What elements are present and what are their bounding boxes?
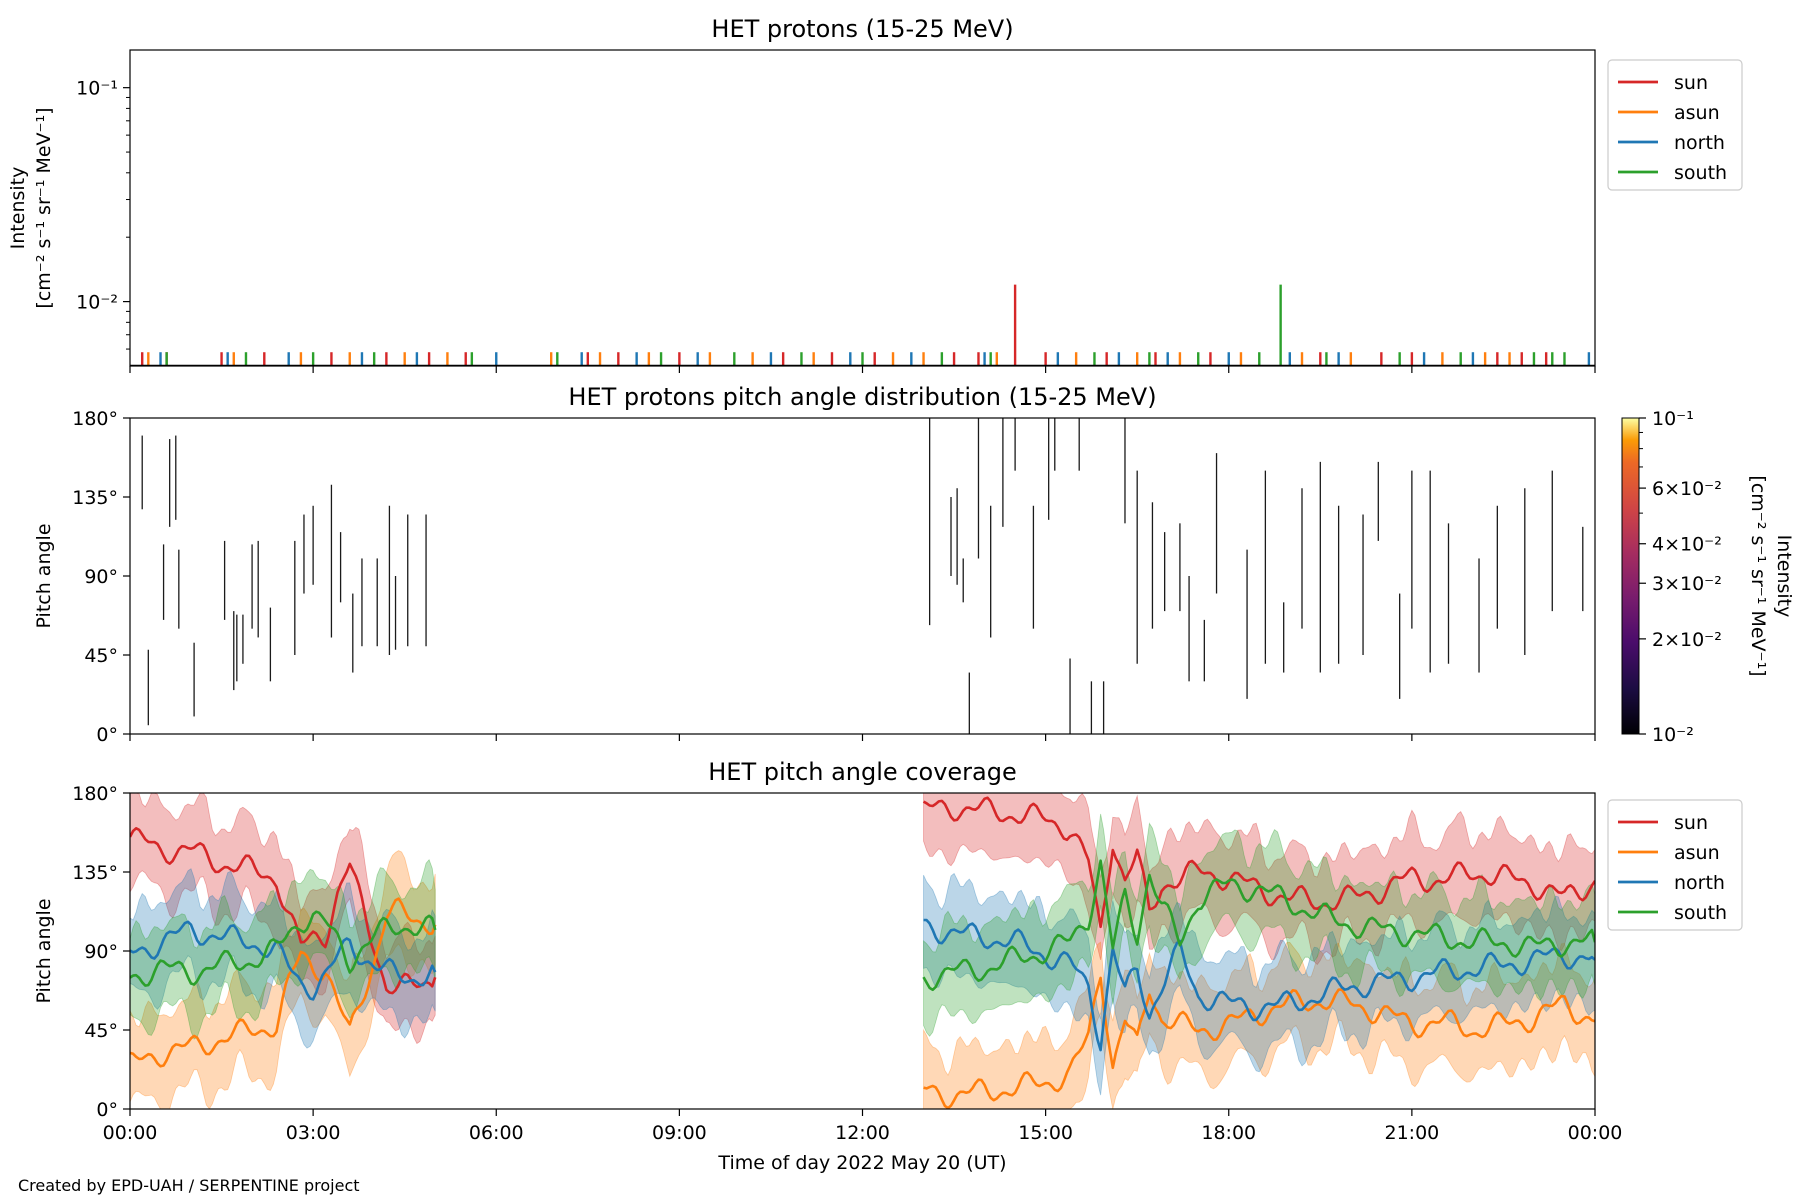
intensity-panel-title: HET protons (15-25 MeV) — [711, 15, 1013, 43]
pad-plot-area — [141, 418, 1584, 734]
legend-label-asun: asun — [1674, 102, 1720, 124]
xtick-label: 18:00 — [1201, 1122, 1256, 1144]
coverage-ylabel: Pitch angle — [33, 898, 55, 1003]
coverage-ytick-label: 135° — [72, 862, 118, 884]
intensity-ylabel-line2: [cm⁻² s⁻¹ sr⁻¹ MeV⁻¹] — [33, 107, 55, 308]
coverage-legend: sun asun north south — [1607, 799, 1743, 931]
colorbar-tick-label: 2×10⁻² — [1652, 629, 1722, 651]
coverage-ytick-label: 0° — [96, 1099, 118, 1121]
xtick-label: 00:00 — [103, 1122, 158, 1144]
coverage-ytick-label: 180° — [72, 783, 118, 805]
intensity-panel: HET protons (15-25 MeV) 10⁻¹ 10⁻² Intensi… — [7, 15, 1743, 373]
colorbar-tick-label: 3×10⁻² — [1652, 573, 1722, 595]
legend-label-north: north — [1674, 872, 1725, 894]
colorbar-tick-label: 4×10⁻² — [1652, 534, 1722, 556]
intensity-legend: sun asun north south — [1607, 59, 1743, 191]
coverage-line-south — [922, 859, 1595, 992]
intensity-plot-area — [130, 284, 1595, 366]
legend-label-south: south — [1674, 162, 1727, 184]
legend-label-north: north — [1674, 132, 1725, 154]
intensity-axes: 10⁻¹ 10⁻² — [76, 78, 1596, 373]
coverage-axes: 0° 45° 90° 135° 180° 00:00 03:00 06:00 09:00 12:0… — [72, 783, 1622, 1144]
xtick-label: 15:00 — [1018, 1122, 1073, 1144]
xtick-label: 00:00 — [1568, 1122, 1623, 1144]
colorbar-tick-label: 10⁻¹ — [1652, 408, 1694, 430]
xtick-label: 09:00 — [652, 1122, 707, 1144]
intensity-ytick-label: 10⁻¹ — [76, 78, 118, 100]
coverage-panel: HET pitch angle coverage 0° 45° 90° 135° 180… — [33, 758, 1743, 1174]
pad-ytick-label: 90° — [84, 566, 118, 588]
xtick-label: 06:00 — [469, 1122, 524, 1144]
colorbar-label-line1: Intensity — [1773, 535, 1795, 618]
coverage-line-south — [130, 910, 437, 987]
coverage-band-south — [923, 813, 1595, 1037]
intensity-axes-frame — [129, 49, 1596, 367]
coverage-line-north — [130, 920, 437, 1001]
legend-box — [1607, 799, 1743, 931]
pad-axes: 0° 45° 90° 135° 180° — [72, 408, 1596, 746]
pad-panel: HET protons pitch angle distribution (15… — [33, 383, 1795, 746]
coverage-ytick-label: 90° — [84, 941, 118, 963]
pad-panel-title: HET protons pitch angle distribution (15… — [568, 383, 1156, 411]
coverage-band-asun — [923, 941, 1595, 1109]
coverage-band-north — [923, 872, 1595, 1096]
colorbar — [1621, 417, 1640, 735]
coverage-ytick-label: 45° — [84, 1020, 118, 1042]
x-axis-label: Time of day 2022 May 20 (UT) — [717, 1152, 1006, 1174]
colorbar-label-line2: [cm⁻² s⁻¹ sr⁻¹ MeV⁻¹] — [1747, 475, 1769, 676]
colorbar-tick-label: 6×10⁻² — [1652, 478, 1722, 500]
coverage-band-asun — [130, 850, 436, 1109]
xtick-label: 03:00 — [286, 1122, 341, 1144]
coverage-line-sun — [922, 796, 1595, 929]
xtick-label: 12:00 — [835, 1122, 890, 1144]
colorbar-tick-label: 10⁻² — [1652, 724, 1694, 746]
legend-label-sun: sun — [1674, 812, 1708, 834]
coverage-band-north — [130, 868, 436, 1049]
legend-label-south: south — [1674, 902, 1727, 924]
pad-ytick-label: 135° — [72, 487, 118, 509]
colorbar-axis: 10⁻¹ 6×10⁻² 4×10⁻² 3×10⁻² 2×10⁻² 10⁻² — [1639, 408, 1722, 746]
xtick-label: 21:00 — [1384, 1122, 1439, 1144]
pad-ytick-label: 45° — [84, 645, 118, 667]
pad-ylabel: Pitch angle — [33, 523, 55, 628]
legend-label-asun: asun — [1674, 842, 1720, 864]
legend-box — [1607, 59, 1743, 191]
coverage-line-sun — [130, 826, 437, 995]
coverage-plot-area — [130, 793, 1595, 1109]
coverage-line-asun — [130, 897, 437, 1068]
intensity-ylabel-line1: Intensity — [7, 167, 29, 250]
pad-ytick-label: 180° — [72, 408, 118, 430]
coverage-line-asun — [923, 976, 1595, 1109]
credit-text: Created by EPD-UAH / SERPENTINE project — [18, 1176, 360, 1195]
pad-axes-frame — [129, 417, 1596, 735]
coverage-band-sun — [130, 793, 436, 1045]
coverage-panel-title: HET pitch angle coverage — [708, 758, 1016, 786]
intensity-ytick-label: 10⁻² — [76, 292, 118, 314]
pad-ytick-label: 0° — [96, 724, 118, 746]
legend-label-sun: sun — [1674, 72, 1708, 94]
coverage-line-north — [923, 918, 1595, 1052]
